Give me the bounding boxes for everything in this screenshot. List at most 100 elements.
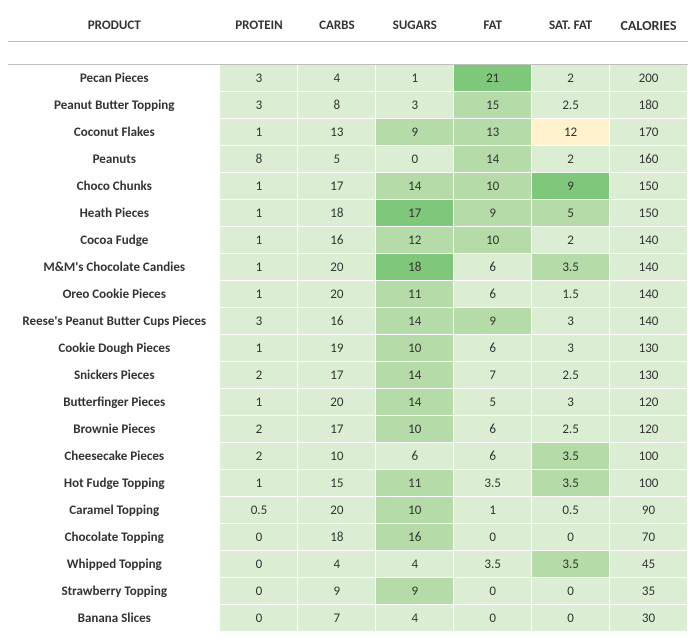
satfat-cell: 5 [532, 200, 610, 227]
sugars-cell: 6 [376, 443, 454, 470]
satfat-cell: 2.5 [532, 92, 610, 119]
protein-cell: 0 [220, 605, 298, 632]
protein-cell: 8 [220, 146, 298, 173]
table-row: Cheesecake Pieces210663.5100 [9, 443, 688, 470]
calories-cell: 100 [610, 443, 688, 470]
table-row: Chocolate Topping018160070 [9, 524, 688, 551]
table-row: Peanut Butter Topping383152.5180 [9, 92, 688, 119]
product-cell: Strawberry Topping [9, 578, 220, 605]
fat-cell: 5 [454, 389, 532, 416]
table-row: Caramel Topping0.5201010.590 [9, 497, 688, 524]
sugars-cell: 4 [376, 551, 454, 578]
satfat-cell: 3 [532, 335, 610, 362]
calories-cell: 45 [610, 551, 688, 578]
product-cell: Heath Pieces [9, 200, 220, 227]
fat-cell: 9 [454, 308, 532, 335]
carbs-cell: 7 [298, 605, 376, 632]
calories-cell: 130 [610, 362, 688, 389]
table-row: Oreo Cookie Pieces1201161.5140 [9, 281, 688, 308]
satfat-cell: 2 [532, 65, 610, 92]
fat-cell: 21 [454, 65, 532, 92]
product-cell: Cookie Dough Pieces [9, 335, 220, 362]
calories-cell: 140 [610, 227, 688, 254]
protein-cell: 3 [220, 92, 298, 119]
fat-cell: 7 [454, 362, 532, 389]
calories-cell: 200 [610, 65, 688, 92]
satfat-cell: 3.5 [532, 443, 610, 470]
protein-cell: 1 [220, 254, 298, 281]
fat-cell: 15 [454, 92, 532, 119]
calories-cell: 140 [610, 254, 688, 281]
carbs-cell: 15 [298, 470, 376, 497]
fat-cell: 9 [454, 200, 532, 227]
product-cell: Snickers Pieces [9, 362, 220, 389]
fat-cell: 0 [454, 578, 532, 605]
product-cell: Coconut Flakes [9, 119, 220, 146]
sugars-cell: 9 [376, 119, 454, 146]
carbs-cell: 18 [298, 200, 376, 227]
protein-cell: 0 [220, 578, 298, 605]
carbs-cell: 13 [298, 119, 376, 146]
product-cell: Whipped Topping [9, 551, 220, 578]
protein-cell: 0.5 [220, 497, 298, 524]
table-row: Strawberry Topping0990035 [9, 578, 688, 605]
protein-cell: 0 [220, 551, 298, 578]
spacer-row [9, 42, 688, 65]
header-row: PRODUCT PROTEIN CARBS SUGARS FAT SAT. FA… [9, 9, 688, 42]
fat-cell: 6 [454, 281, 532, 308]
nutrition-table: PRODUCT PROTEIN CARBS SUGARS FAT SAT. FA… [8, 8, 688, 632]
carbs-cell: 8 [298, 92, 376, 119]
sugars-cell: 1 [376, 65, 454, 92]
satfat-cell: 3 [532, 308, 610, 335]
carbs-cell: 17 [298, 362, 376, 389]
fat-cell: 14 [454, 146, 532, 173]
header-sugars: SUGARS [376, 9, 454, 42]
protein-cell: 2 [220, 443, 298, 470]
product-cell: Choco Chunks [9, 173, 220, 200]
satfat-cell: 1.5 [532, 281, 610, 308]
carbs-cell: 20 [298, 389, 376, 416]
carbs-cell: 10 [298, 443, 376, 470]
sugars-cell: 14 [376, 362, 454, 389]
sugars-cell: 16 [376, 524, 454, 551]
protein-cell: 1 [220, 200, 298, 227]
table-row: Peanuts850142160 [9, 146, 688, 173]
table-row: Brownie Pieces2171062.5120 [9, 416, 688, 443]
carbs-cell: 17 [298, 173, 376, 200]
sugars-cell: 18 [376, 254, 454, 281]
carbs-cell: 5 [298, 146, 376, 173]
calories-cell: 160 [610, 146, 688, 173]
sugars-cell: 14 [376, 308, 454, 335]
header-calories: CALORIES [610, 9, 688, 42]
calories-cell: 120 [610, 416, 688, 443]
carbs-cell: 16 [298, 308, 376, 335]
product-cell: Brownie Pieces [9, 416, 220, 443]
calories-cell: 140 [610, 281, 688, 308]
fat-cell: 0 [454, 524, 532, 551]
calories-cell: 35 [610, 578, 688, 605]
calories-cell: 150 [610, 200, 688, 227]
carbs-cell: 4 [298, 551, 376, 578]
satfat-cell: 2 [532, 227, 610, 254]
satfat-cell: 0.5 [532, 497, 610, 524]
product-cell: Butterfinger Pieces [9, 389, 220, 416]
table-row: M&M's Chocolate Candies1201863.5140 [9, 254, 688, 281]
fat-cell: 3.5 [454, 470, 532, 497]
carbs-cell: 20 [298, 254, 376, 281]
sugars-cell: 10 [376, 497, 454, 524]
protein-cell: 1 [220, 470, 298, 497]
satfat-cell: 12 [532, 119, 610, 146]
product-cell: Pecan Pieces [9, 65, 220, 92]
product-cell: Caramel Topping [9, 497, 220, 524]
product-cell: Cheesecake Pieces [9, 443, 220, 470]
calories-cell: 170 [610, 119, 688, 146]
protein-cell: 1 [220, 389, 298, 416]
protein-cell: 1 [220, 335, 298, 362]
protein-cell: 1 [220, 227, 298, 254]
sugars-cell: 11 [376, 470, 454, 497]
fat-cell: 6 [454, 335, 532, 362]
carbs-cell: 4 [298, 65, 376, 92]
sugars-cell: 14 [376, 173, 454, 200]
sugars-cell: 4 [376, 605, 454, 632]
calories-cell: 150 [610, 173, 688, 200]
